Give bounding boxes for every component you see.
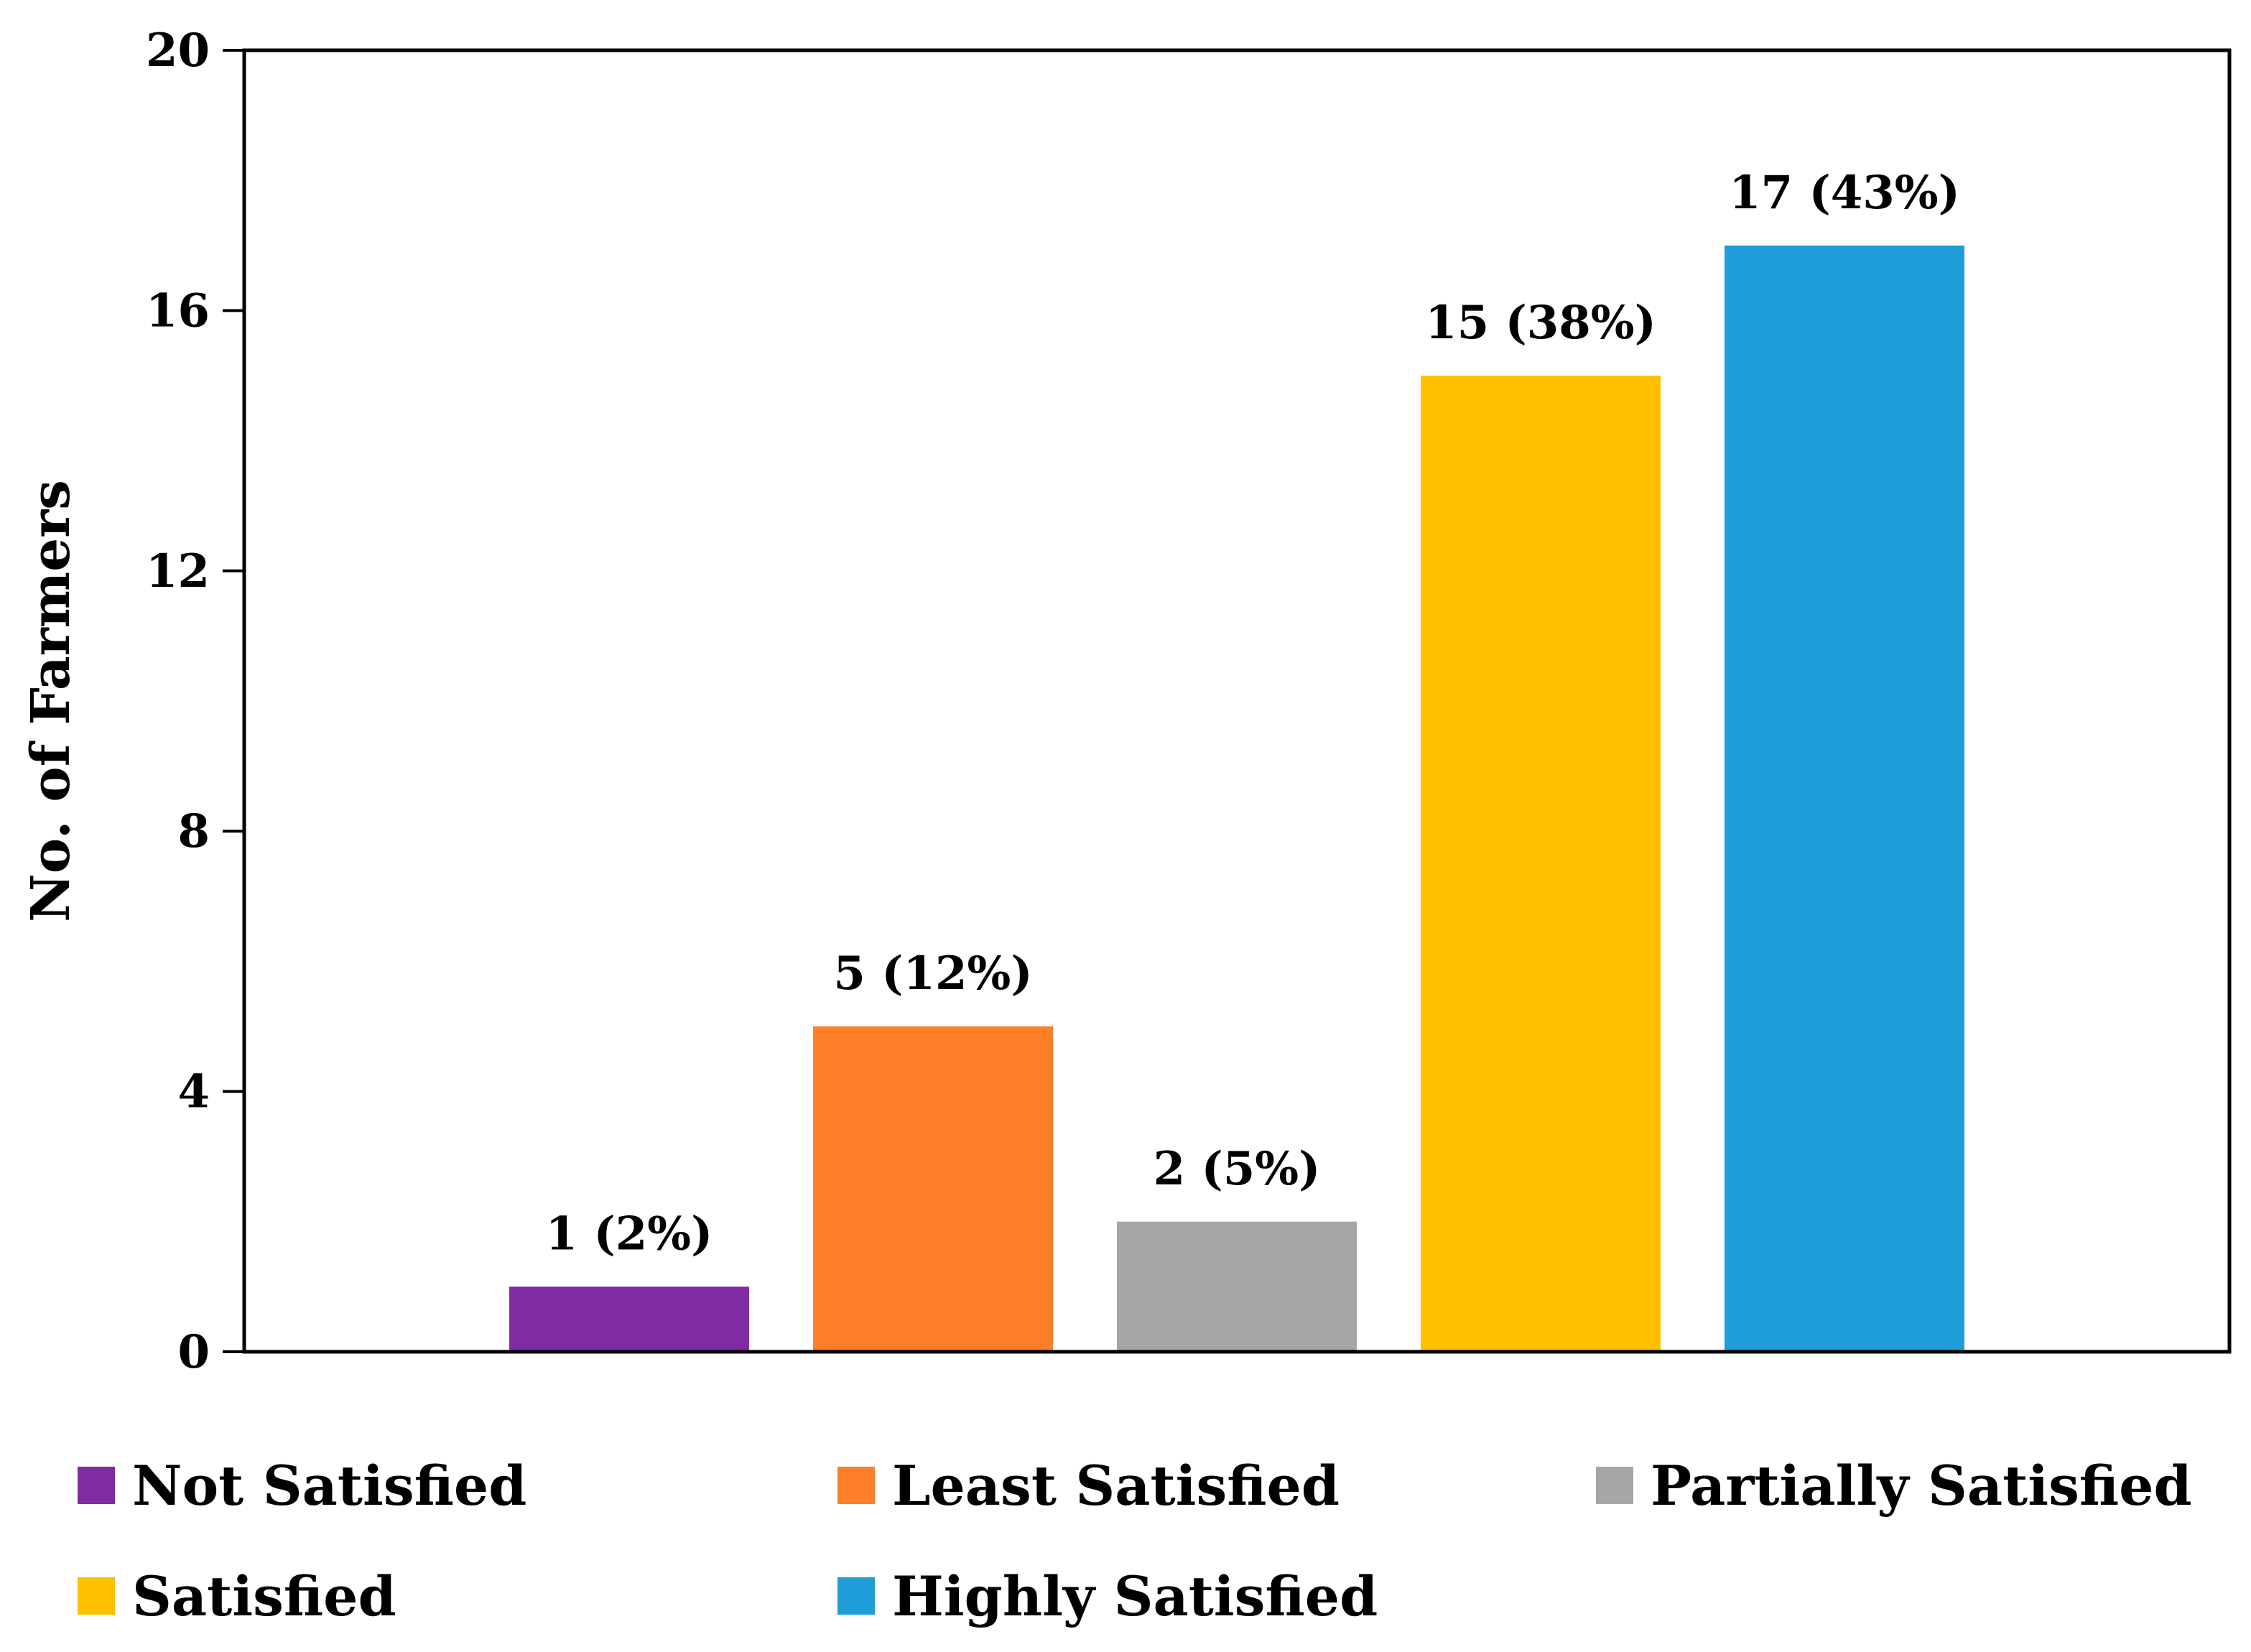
bar-data-label: 2 (5%) — [1154, 1142, 1321, 1196]
y-tick-label: 8 — [177, 804, 210, 858]
bar-data-label: 1 (2%) — [546, 1207, 713, 1261]
bars — [509, 245, 1964, 1352]
plot-area-frame — [242, 48, 2232, 1354]
y-tick-label: 16 — [146, 284, 210, 338]
bar-data-label: 5 (12%) — [833, 947, 1032, 1001]
bar-highly-satisfied — [1725, 245, 1964, 1352]
bar-least-satisfied — [813, 1026, 1053, 1352]
bar-not-satisfied — [509, 1286, 749, 1352]
bar-satisfied — [1421, 376, 1661, 1352]
bar-data-labels: 1 (2%) 5 (12%) 2 (5%) 15 (38%) 17 (43%) — [546, 166, 1960, 1261]
y-tick-label: 12 — [146, 544, 210, 598]
y-axis-ticks: 0 4 8 12 16 20 — [146, 24, 244, 1379]
y-axis-title: No. of Farmers — [20, 480, 82, 922]
y-tick-label: 0 — [177, 1325, 210, 1379]
y-tick-label: 20 — [146, 24, 210, 78]
y-tick-label: 4 — [177, 1065, 210, 1119]
bar-data-label: 17 (43%) — [1729, 166, 1960, 220]
bar-data-label: 15 (38%) — [1425, 296, 1656, 350]
bar-partially-satisfied — [1117, 1221, 1357, 1352]
